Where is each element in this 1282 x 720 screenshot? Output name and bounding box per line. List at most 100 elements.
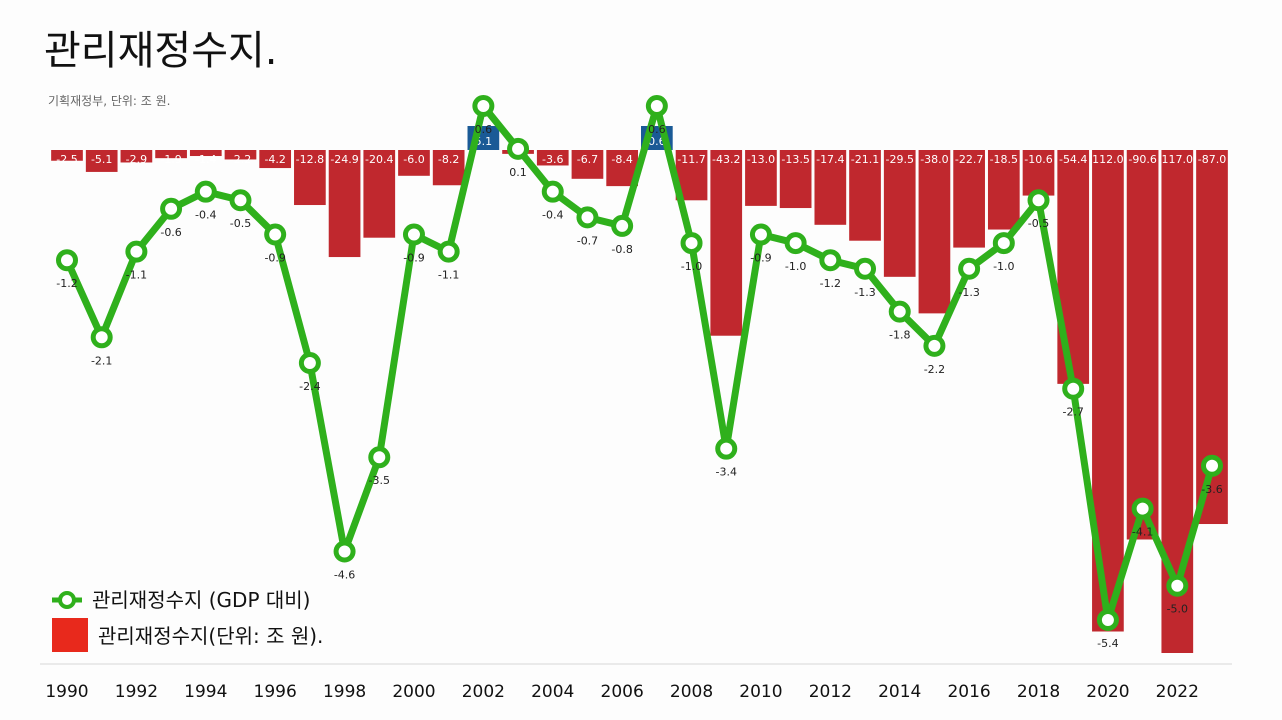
- bar-label-1998: -24.9: [330, 153, 358, 166]
- point-label-2021: -4.1: [1132, 526, 1153, 539]
- point-2020: [1096, 609, 1119, 631]
- gdp-ratio-line: [63, 102, 1216, 624]
- point-2013: [854, 257, 877, 280]
- bar-2000: [398, 150, 430, 176]
- bar-label-2017: -18.5: [990, 153, 1018, 166]
- bar-label-1996: -4.2: [264, 153, 285, 166]
- point-2014: [888, 300, 911, 323]
- point-2016: [958, 257, 981, 280]
- tick-label-2000: 2000: [392, 682, 435, 702]
- point-label-1998: -4.6: [334, 568, 355, 581]
- bar-label-2001: -8.2: [438, 153, 459, 166]
- bar-1998: [328, 150, 361, 258]
- bar-label-2005: -6.7: [577, 153, 598, 166]
- bar-label-2012: -17.4: [816, 153, 844, 166]
- tick-label-1992: 1992: [115, 682, 158, 702]
- point-label-2000: -0.9: [403, 252, 424, 265]
- point-2012: [819, 249, 842, 272]
- chart-title: 관리재정수지.: [44, 28, 278, 74]
- point-2008: [680, 232, 703, 255]
- tick-label-2002: 2002: [462, 682, 505, 702]
- point-1998: [333, 540, 356, 563]
- line-series: [56, 95, 1223, 631]
- legend-label-gdp: 관리재정수지 (GDP 대비): [92, 588, 310, 612]
- bar-label-2021: -90.6: [1128, 153, 1156, 166]
- point-label-2005: -0.7: [577, 234, 598, 247]
- bar-label-2006: -8.4: [611, 153, 632, 166]
- point-2022: [1166, 574, 1189, 597]
- point-label-2006: -0.8: [611, 243, 632, 256]
- point-2017: [992, 232, 1015, 255]
- bar-label-2009: -43.2: [712, 153, 740, 166]
- bar-2019: [1057, 150, 1090, 384]
- bar-label-1992: -2.9: [126, 153, 147, 166]
- bar-label-1997: -12.8: [296, 153, 324, 166]
- point-1992: [125, 240, 148, 263]
- bar-label-2022: 117.0: [1162, 153, 1194, 166]
- point-2021: [1131, 497, 1154, 520]
- point-label-1993: -0.6: [160, 226, 181, 239]
- point-label-1994: -0.4: [195, 209, 216, 222]
- point-2010: [749, 223, 772, 246]
- tick-label-2004: 2004: [531, 682, 574, 702]
- bar-label-1999: -20.4: [365, 153, 393, 166]
- tick-label-1996: 1996: [254, 682, 297, 702]
- point-1997: [298, 352, 321, 374]
- bar-2011: [779, 150, 812, 209]
- bar-1991: [85, 150, 118, 172]
- bar-label-2010: -13.0: [747, 153, 775, 166]
- bar-label-1991: -5.1: [91, 153, 112, 166]
- point-2007: [645, 95, 668, 117]
- point-label-2001: -1.1: [438, 269, 459, 282]
- point-label-2023: -3.6: [1201, 483, 1222, 496]
- bar-label-1990: -2.5: [56, 153, 77, 166]
- tick-label-2006: 2006: [601, 682, 644, 702]
- bar-2014: [883, 150, 916, 277]
- bar-1994: [189, 150, 222, 157]
- point-label-2002: 0.6: [475, 123, 493, 136]
- point-label-2017: -1.0: [993, 260, 1014, 273]
- bar-label-2011: -13.5: [781, 153, 809, 166]
- bar-series: [51, 126, 1228, 653]
- bar-1992: [120, 150, 153, 163]
- bar-label-2016: -22.7: [955, 153, 983, 166]
- point-1995: [229, 189, 252, 212]
- tick-label-2018: 2018: [1017, 682, 1060, 702]
- point-2015: [923, 334, 946, 357]
- point-2002: [472, 95, 495, 117]
- tick-label-2020: 2020: [1086, 682, 1129, 702]
- bar-label-2023: -87.0: [1198, 153, 1226, 166]
- point-1990: [56, 249, 78, 272]
- bar-label-2000: -6.0: [403, 153, 424, 166]
- legend-line-marker: [58, 591, 76, 609]
- point-1991: [90, 326, 113, 349]
- bar-2012: [814, 150, 847, 225]
- point-label-2004: -0.4: [542, 209, 563, 222]
- tick-label-2014: 2014: [878, 682, 921, 702]
- bar-2017: [987, 150, 1020, 230]
- bar-2018: [1022, 150, 1055, 196]
- point-label-2020: -5.4: [1097, 637, 1118, 650]
- point-labels: -1.2 -2.1 -1.1 -0.6 -0.4 -0.5 -0.9 -2.4 -4.6 -3.5…: [56, 123, 1222, 650]
- point-label-2012: -1.2: [820, 277, 841, 290]
- point-label-2016: -1.3: [958, 286, 979, 299]
- point-1999: [368, 446, 391, 469]
- point-label-2011: -1.0: [785, 260, 806, 273]
- point-label-2019: -2.7: [1062, 406, 1083, 419]
- point-label-2010: -0.9: [750, 252, 771, 265]
- bar-label-1995: -2.2: [230, 153, 251, 166]
- bar-label-2007: 0.6: [648, 135, 666, 148]
- bar-label-2018: -10.6: [1024, 153, 1052, 166]
- tick-label-2008: 2008: [670, 682, 713, 702]
- legend-label-amount: 관리재정수지(단위: 조 원).: [98, 624, 323, 648]
- chart-subtitle: 기획재정부, 단위: 조 원.: [48, 94, 170, 108]
- bar-label-2014: -29.5: [885, 153, 913, 166]
- tick-label-1990: 1990: [45, 682, 88, 702]
- bar-label-2008: -11.7: [677, 153, 705, 166]
- point-2009: [715, 437, 738, 460]
- bar-labels: -2.5 -5.1 -2.9 -1.9 -1.4 -2.2 -4.2 -12.8 -24.9 -2…: [56, 135, 1226, 166]
- bar-2016: [953, 150, 985, 248]
- legend: 관리재정수지 (GDP 대비) 관리재정수지(단위: 조 원).: [52, 588, 323, 652]
- point-2018: [1027, 189, 1050, 212]
- point-1996: [264, 223, 287, 246]
